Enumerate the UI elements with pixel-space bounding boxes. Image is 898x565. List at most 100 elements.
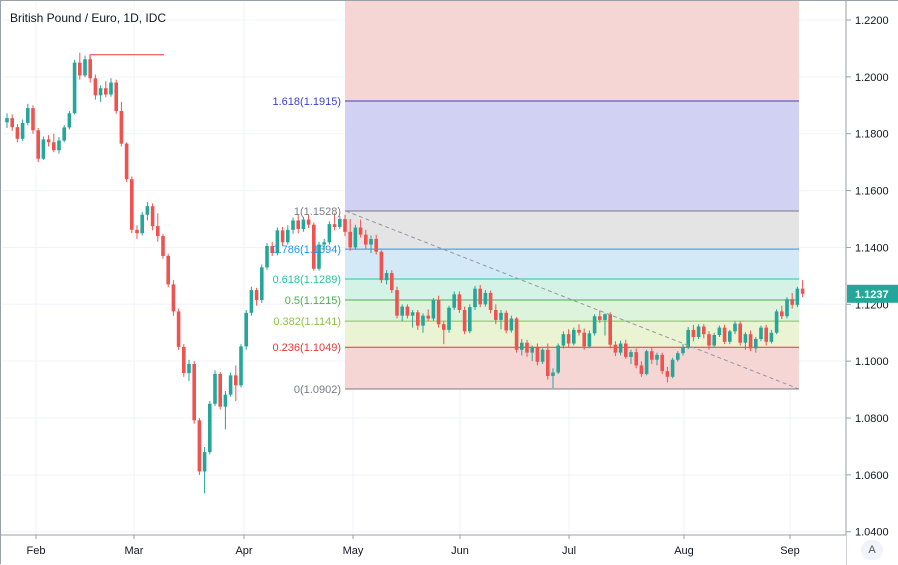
candle-body — [655, 354, 659, 360]
candle-body — [717, 327, 722, 336]
candle-body — [353, 227, 358, 248]
candle-body — [769, 332, 774, 342]
fib-level-label-0: 0(1.0902) — [294, 384, 341, 396]
candle-body — [436, 300, 441, 325]
candle-body — [608, 314, 612, 345]
candle-body — [202, 452, 207, 472]
candle-body — [270, 246, 274, 254]
fib-zone-1 — [345, 211, 799, 250]
candle-body — [10, 118, 14, 128]
candle-body — [442, 324, 446, 330]
candle-body — [20, 122, 25, 139]
candle-body — [15, 127, 20, 139]
candle-body — [598, 316, 602, 320]
auto-scale-button[interactable]: A — [861, 540, 883, 560]
candle-body — [218, 373, 222, 407]
candle-body — [130, 179, 134, 230]
candle-body — [421, 315, 425, 326]
candle-body — [624, 343, 628, 357]
candle-body — [702, 326, 706, 335]
candle-body — [46, 139, 51, 143]
candle-body — [738, 323, 742, 343]
candle-body — [447, 307, 451, 330]
candle-body — [57, 140, 61, 151]
candle-body — [145, 206, 150, 215]
candle-body — [400, 306, 404, 316]
candle-body — [41, 139, 46, 159]
candle-body — [390, 273, 394, 291]
candle-body — [234, 375, 238, 386]
candle-body — [379, 251, 384, 281]
candle-body — [712, 335, 716, 346]
x-tick-label: Jul — [562, 545, 576, 557]
candle-body — [364, 234, 368, 245]
candle-body — [759, 327, 763, 339]
candle-body — [93, 78, 98, 96]
candle-body — [384, 273, 389, 281]
last-price-label: 1.1237 — [855, 289, 889, 301]
candle-body — [530, 347, 534, 353]
y-tick-label: 1.2200 — [855, 15, 889, 27]
candle-body — [577, 329, 581, 333]
candle-body — [369, 238, 373, 245]
candle-body — [301, 219, 306, 229]
candle-body — [249, 290, 254, 313]
candle-body — [754, 338, 758, 349]
candle-body — [322, 242, 326, 245]
y-tick-label: 1.2000 — [855, 72, 889, 84]
candle-body — [197, 420, 202, 472]
y-tick-label: 1.1600 — [855, 186, 889, 198]
candle-body — [525, 342, 529, 353]
x-tick-label: Jun — [451, 545, 469, 557]
y-tick-label: 1.0600 — [855, 470, 889, 482]
candle-body — [670, 359, 675, 377]
candle-body — [572, 329, 576, 344]
candle-body — [686, 329, 690, 347]
candle-body — [639, 365, 644, 374]
candle-body — [98, 88, 103, 96]
candle-body — [223, 394, 228, 407]
candle-body — [124, 143, 129, 180]
candle-body — [478, 288, 482, 305]
x-tick-label: May — [343, 545, 364, 557]
fib-zone-0.786 — [345, 249, 799, 279]
candle-body — [587, 333, 592, 347]
candle-body — [182, 346, 186, 374]
x-tick-label: Mar — [125, 545, 144, 557]
y-tick-label: 1.0800 — [855, 413, 889, 425]
candle-body — [228, 375, 233, 395]
candle-body — [343, 219, 347, 232]
fib-level-label-1: 1(1.1528) — [294, 206, 341, 218]
candle-body — [62, 127, 66, 141]
candle-body — [187, 364, 191, 374]
candle-body — [733, 323, 737, 332]
candle-body — [540, 349, 545, 362]
candle-body — [135, 229, 139, 234]
candle-body — [660, 354, 664, 372]
candle-body — [374, 238, 378, 252]
candle-body — [67, 113, 72, 128]
x-tick-label: Feb — [27, 545, 46, 557]
candle-body — [156, 226, 160, 237]
fibonacci-line-layer — [345, 100, 799, 390]
price-axis-bg — [846, 1, 898, 565]
candle-body — [140, 214, 144, 234]
candle-body — [691, 329, 696, 337]
candle-body — [405, 306, 410, 316]
candle-body — [618, 343, 623, 353]
time-axis-bg — [1, 535, 846, 565]
x-tick-label: Sep — [780, 545, 800, 557]
candle-body — [150, 206, 155, 227]
y-tick-label: 1.1000 — [855, 356, 889, 368]
candle-body — [603, 314, 607, 320]
candle-body — [72, 62, 77, 114]
fib-zone-1.618 — [345, 101, 799, 212]
candle-body — [104, 88, 108, 95]
candle-body — [509, 318, 514, 331]
fib-zone-0.618 — [345, 278, 799, 301]
candle-body — [468, 307, 472, 332]
candle-body — [176, 311, 181, 347]
